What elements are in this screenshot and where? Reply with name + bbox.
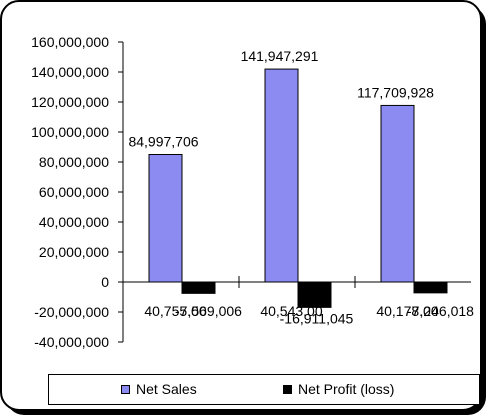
x-category-label: 40,178.00 [376,303,438,319]
data-label-net-profit: -7,246,018 [407,303,474,319]
y-tick-label: 80,000,000 [39,154,109,170]
bar-net-sales [264,68,299,283]
legend-item-net-sales: Net Sales [121,381,197,397]
chart-labels: 84,997,706 40,755.00-7,569,006 141,947,291… [128,48,474,326]
legend-swatch-net-sales [121,384,130,394]
chart-bars [148,68,448,308]
data-label-net-sales: 84,997,706 [128,134,198,150]
x-category-label: 40,755.00 [144,303,206,319]
y-tick-label: 40,000,000 [39,214,109,230]
bar-net-sales [148,154,183,283]
chart-legend: Net Sales Net Profit (loss) [48,374,480,405]
bar-net-profit [181,281,216,294]
data-label-net-sales: 117,709,928 [357,84,434,100]
chart-axes: 160,000,000 140,000,000 120,000,000 100,000… [31,34,471,350]
y-tick-label: 160,000,000 [31,34,109,50]
y-tick-label: 20,000,000 [39,244,109,260]
y-tick-label: -20,000,000 [34,304,109,320]
legend-item-net-profit: Net Profit (loss) [283,381,394,397]
legend-swatch-net-profit [283,384,292,394]
x-category-label: 40,543.00 [260,303,322,319]
y-tick-label: -40,000,000 [34,334,109,350]
y-tick-label: 120,000,000 [31,94,109,110]
y-tick-label: 0 [101,274,109,290]
legend-label-net-sales: Net Sales [136,381,197,397]
y-tick-label: 100,000,000 [31,124,109,140]
data-label-net-profit: -16,911,045 [280,310,354,326]
y-tick-label: 60,000,000 [39,184,109,200]
legend-label-net-profit: Net Profit (loss) [298,381,395,397]
bar-net-profit [297,281,332,308]
bar-net-profit [413,281,448,294]
y-tick-label: 140,000,000 [31,64,109,80]
bar-net-sales [380,104,415,283]
data-label-net-profit: -7,569,006 [175,303,242,319]
data-label-net-sales: 141,947,291 [241,48,319,64]
